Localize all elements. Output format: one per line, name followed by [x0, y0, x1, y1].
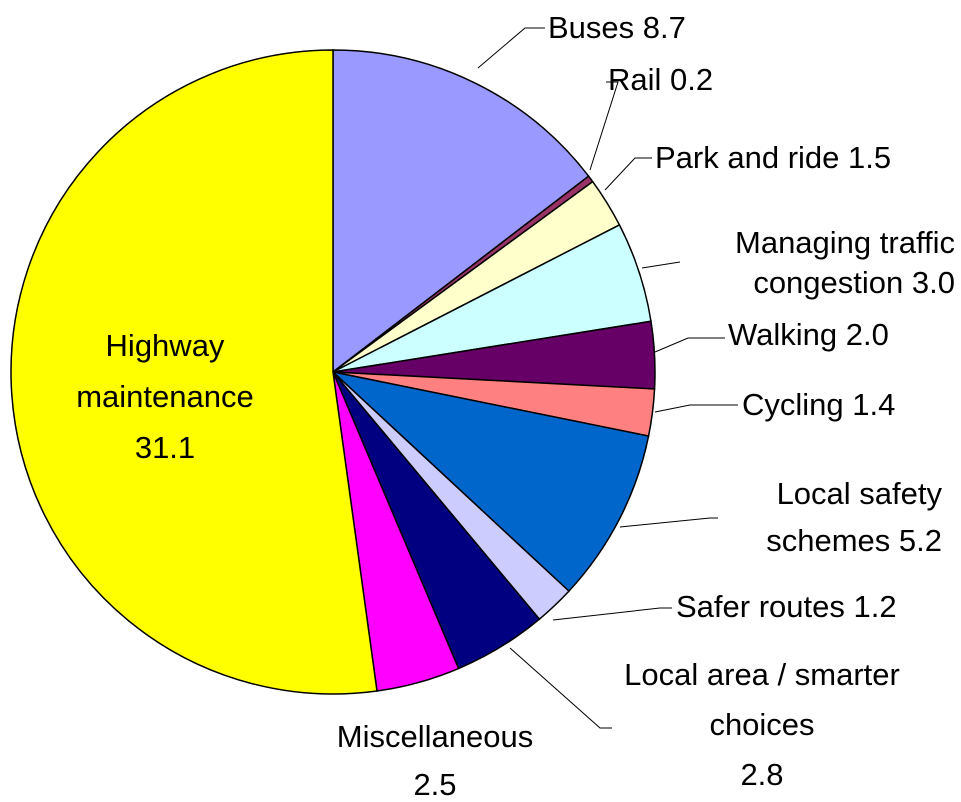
- leader-line: [552, 607, 672, 621]
- pie-slice: [332, 49, 590, 374]
- value-label: 1.5: [848, 140, 892, 175]
- leader-line: [654, 404, 738, 413]
- category-name: Safer routes: [676, 589, 845, 624]
- category-name: Park and ride: [655, 140, 840, 175]
- leader-line: [604, 157, 652, 191]
- slice-label: Miscellaneous 2.5: [305, 713, 565, 802]
- slice-label: Highway maintenance 31.1: [45, 320, 285, 473]
- slice-label: Park and ride 1.5: [655, 138, 955, 178]
- slice-label: Local safety schemes 5.2: [700, 470, 942, 564]
- value-label: 2.8: [740, 757, 784, 792]
- leader-line: [477, 27, 545, 69]
- category-name: Walking: [728, 317, 838, 352]
- value-label: 2.0: [845, 317, 889, 352]
- value-label: 1.2: [853, 589, 897, 624]
- category-name: Highway maintenance: [76, 328, 254, 414]
- slice-label: Rail 0.2: [608, 60, 908, 100]
- leader-line: [589, 81, 619, 171]
- category-name: Local safety schemes: [766, 476, 942, 558]
- slice-label: Cycling 1.4: [742, 385, 952, 425]
- leader-line: [619, 517, 718, 528]
- value-label: 5.2: [898, 523, 942, 558]
- slice-label: Local area / smarter choices 2.8: [612, 650, 912, 800]
- leader-line: [641, 261, 681, 269]
- value-label: 31.1: [134, 430, 196, 465]
- value-label: 2.5: [413, 767, 457, 802]
- leader-line: [509, 647, 612, 729]
- category-name: Miscellaneous: [336, 719, 534, 754]
- category-name: Local area / smarter choices: [624, 657, 900, 742]
- slice-label: Safer routes 1.2: [676, 587, 956, 627]
- pie-slice: [10, 49, 378, 695]
- value-label: 1.4: [852, 387, 896, 422]
- value-label: 0.2: [670, 62, 714, 97]
- slice-label: Managing traffic congestion 3.0: [680, 223, 955, 303]
- value-label: 8.7: [642, 10, 686, 45]
- category-name: Rail: [608, 62, 662, 97]
- pie-slice: [330, 370, 650, 593]
- slice-label: Walking 2.0: [728, 315, 958, 355]
- category-name: Managing traffic congestion: [735, 225, 955, 300]
- slice-label: Buses 8.7: [548, 8, 848, 48]
- category-name: Cycling: [742, 387, 844, 422]
- leader-line: [654, 337, 725, 353]
- value-label: 3.0: [911, 265, 955, 300]
- category-name: Buses: [548, 10, 635, 45]
